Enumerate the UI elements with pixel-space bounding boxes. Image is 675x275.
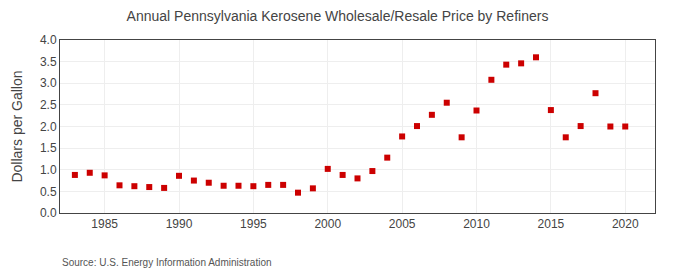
svg-text:Source: U.S. Energy Informatio: Source: U.S. Energy Information Administ… — [62, 257, 272, 268]
svg-text:2010: 2010 — [463, 217, 490, 231]
svg-text:0.5: 0.5 — [40, 185, 57, 199]
svg-text:2020: 2020 — [612, 217, 639, 231]
svg-text:1985: 1985 — [91, 217, 118, 231]
svg-text:Annual Pennsylvania Kerosene W: Annual Pennsylvania Kerosene Wholesale/R… — [127, 8, 549, 24]
svg-text:1995: 1995 — [240, 217, 267, 231]
svg-text:2.5: 2.5 — [40, 98, 57, 112]
svg-text:3.5: 3.5 — [40, 55, 57, 69]
svg-text:1.5: 1.5 — [40, 141, 57, 155]
svg-text:2005: 2005 — [389, 217, 416, 231]
svg-text:1990: 1990 — [166, 217, 193, 231]
svg-text:2.0: 2.0 — [40, 120, 57, 134]
svg-text:Dollars per Gallon: Dollars per Gallon — [9, 70, 25, 182]
svg-text:2015: 2015 — [538, 217, 565, 231]
svg-text:1.0: 1.0 — [40, 163, 57, 177]
svg-text:0.0: 0.0 — [40, 206, 57, 220]
svg-text:2000: 2000 — [314, 217, 341, 231]
svg-text:4.0: 4.0 — [40, 33, 57, 47]
svg-text:3.0: 3.0 — [40, 76, 57, 90]
